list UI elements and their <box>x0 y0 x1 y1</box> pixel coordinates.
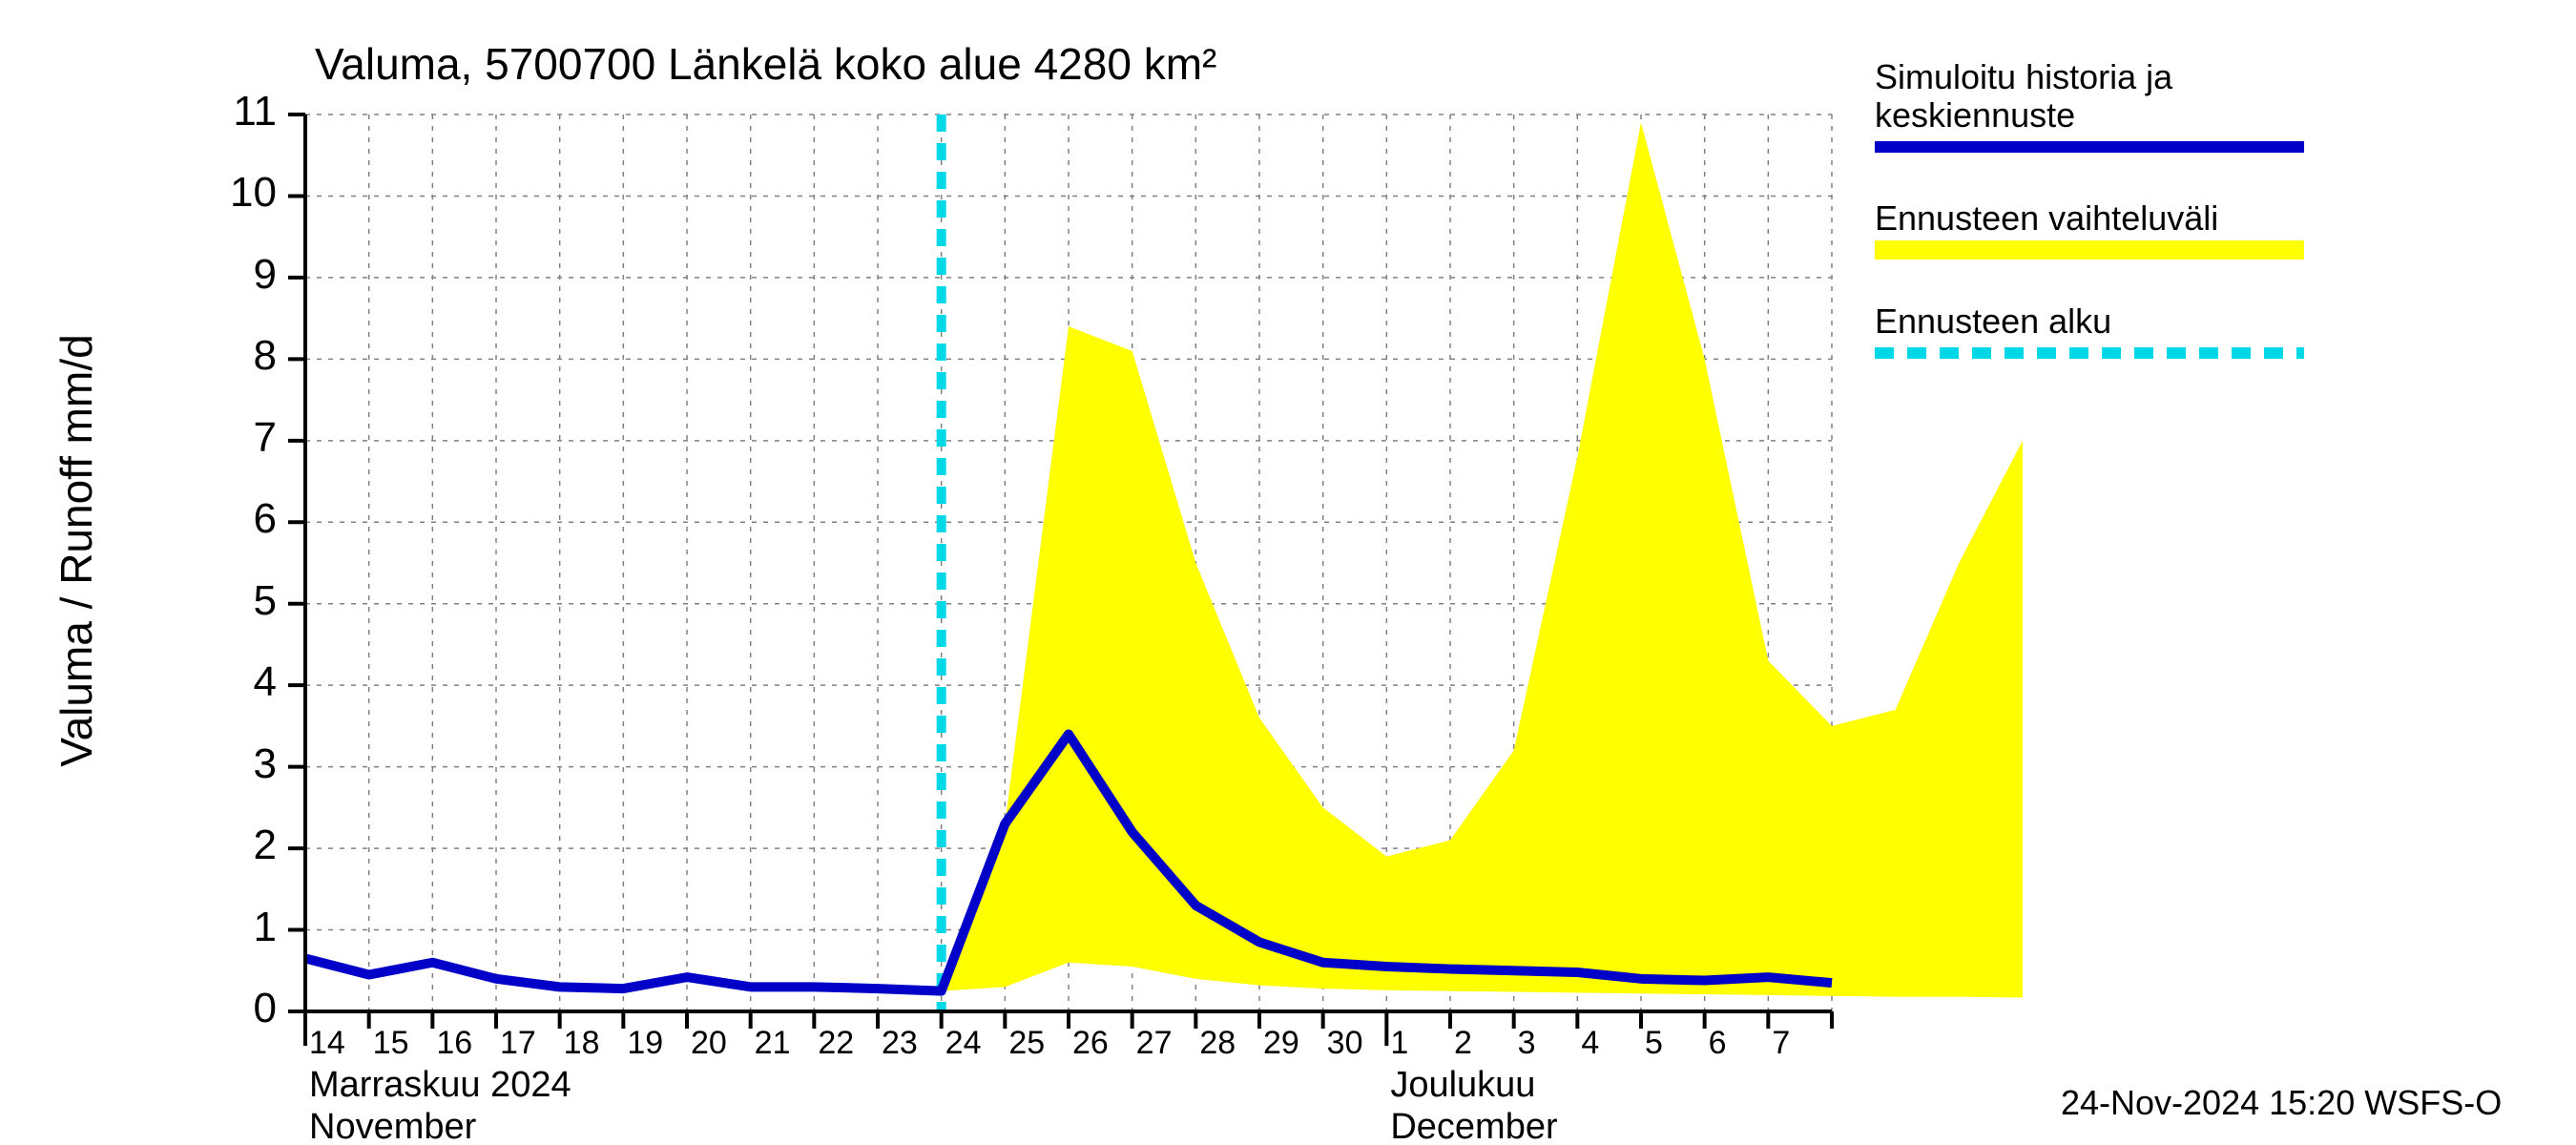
month-label: Marraskuu 2024 <box>309 1065 571 1106</box>
x-tick-day-17: 17 <box>500 1025 536 1062</box>
y-tick-0: 0 <box>172 985 277 1032</box>
y-tick-11: 11 <box>172 88 277 135</box>
y-tick-8: 8 <box>172 332 277 380</box>
month-label: Joulukuu <box>1390 1065 1535 1106</box>
y-tick-9: 9 <box>172 251 277 299</box>
x-tick-day-3: 3 <box>1518 1025 1536 1062</box>
legend-swatch-sim <box>1875 135 2314 158</box>
x-tick-day-26: 26 <box>1072 1025 1109 1062</box>
y-tick-5: 5 <box>172 577 277 625</box>
x-tick-day-24: 24 <box>945 1025 982 1062</box>
x-tick-day-29: 29 <box>1263 1025 1299 1062</box>
x-tick-day-16: 16 <box>436 1025 472 1062</box>
legend-label-sim-2: keskiennuste <box>1875 95 2075 135</box>
plot-area <box>0 0 2576 1145</box>
x-tick-day-2: 2 <box>1454 1025 1472 1062</box>
y-tick-6: 6 <box>172 495 277 543</box>
forecast-band <box>942 123 2023 998</box>
x-tick-day-30: 30 <box>1327 1025 1363 1062</box>
x-tick-day-23: 23 <box>882 1025 918 1062</box>
y-tick-4: 4 <box>172 658 277 706</box>
x-tick-day-28: 28 <box>1199 1025 1236 1062</box>
legend-label-start: Ennusteen alku <box>1875 302 2111 342</box>
x-tick-day-22: 22 <box>818 1025 854 1062</box>
x-tick-day-14: 14 <box>309 1025 345 1062</box>
legend-swatch-band <box>1875 239 2314 261</box>
x-tick-day-21: 21 <box>755 1025 791 1062</box>
x-tick-day-4: 4 <box>1581 1025 1599 1062</box>
x-tick-day-19: 19 <box>627 1025 663 1062</box>
legend-swatch-start <box>1875 342 2314 364</box>
x-tick-day-6: 6 <box>1709 1025 1727 1062</box>
x-tick-day-18: 18 <box>564 1025 600 1062</box>
legend-label-band: Ennusteen vaihteluväli <box>1875 198 2218 239</box>
chart-container: { "chart": { "type": "line-area", "title… <box>0 0 2576 1145</box>
x-tick-day-20: 20 <box>691 1025 727 1062</box>
month-label-en: December <box>1390 1107 1557 1145</box>
x-tick-day-1: 1 <box>1390 1025 1408 1062</box>
y-tick-2: 2 <box>172 822 277 869</box>
x-tick-day-7: 7 <box>1772 1025 1790 1062</box>
x-tick-day-27: 27 <box>1136 1025 1173 1062</box>
x-tick-day-15: 15 <box>373 1025 409 1062</box>
y-tick-3: 3 <box>172 740 277 788</box>
month-label-en: November <box>309 1107 476 1145</box>
x-tick-day-5: 5 <box>1645 1025 1663 1062</box>
x-tick-day-25: 25 <box>1008 1025 1045 1062</box>
footer-timestamp: 24-Nov-2024 15:20 WSFS-O <box>2061 1083 2502 1123</box>
y-tick-10: 10 <box>172 169 277 217</box>
y-tick-1: 1 <box>172 904 277 951</box>
y-tick-7: 7 <box>172 414 277 462</box>
legend-label-sim: Simuloitu historia ja <box>1875 57 2172 97</box>
